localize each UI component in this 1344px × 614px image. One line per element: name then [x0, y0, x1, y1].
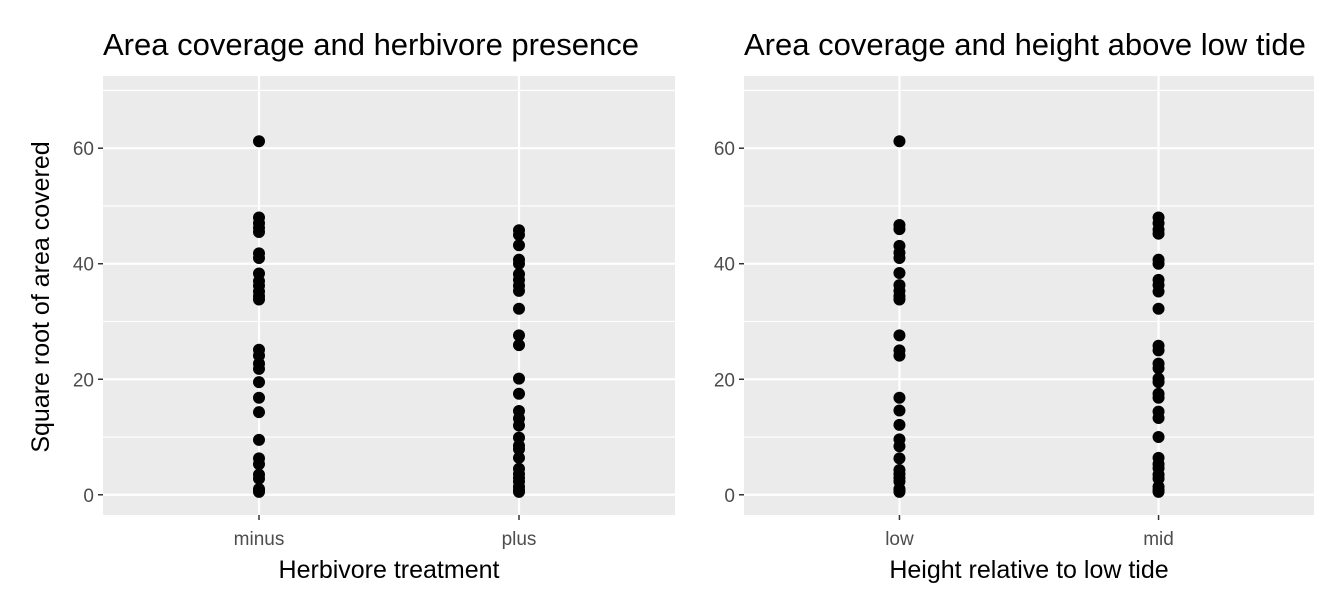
point-height: [893, 349, 906, 362]
point-height: [893, 485, 906, 498]
point-height: [893, 266, 906, 279]
point-height: [1152, 391, 1165, 404]
y-tick-label: 0: [724, 486, 735, 507]
point-herbivore: [253, 135, 265, 148]
point-herbivore: [253, 376, 265, 389]
y-tick-label: 40: [73, 255, 94, 276]
x-tick-label: low: [885, 529, 914, 550]
point-height: [1152, 362, 1165, 375]
point-herbivore: [513, 239, 525, 252]
point-height: [1152, 431, 1165, 444]
point-herbivore: [253, 472, 265, 485]
point-herbivore: [513, 387, 525, 400]
point-herbivore: [513, 302, 525, 315]
point-herbivore: [513, 485, 525, 498]
y-tick-label: 60: [73, 139, 94, 160]
point-height: [893, 251, 906, 264]
point-height: [893, 293, 906, 306]
point-herbivore: [513, 329, 525, 342]
point-herbivore: [253, 391, 265, 404]
point-herbivore: [513, 257, 525, 270]
point-herbivore: [253, 458, 265, 471]
point-height: [1152, 302, 1165, 315]
x-tick-label: mid: [1143, 529, 1174, 550]
point-herbivore: [513, 228, 525, 241]
point-height: [1152, 285, 1165, 298]
point-height: [893, 440, 906, 453]
point-herbivore: [253, 293, 265, 306]
y-tick-label: 60: [714, 139, 735, 160]
point-height: [1152, 344, 1165, 357]
point-height: [893, 223, 906, 236]
y-tick-label: 20: [73, 370, 94, 391]
chart-panel-height: 0 20 40 60 low mid Height relative to low tide: [714, 76, 1314, 584]
point-height: [893, 452, 906, 465]
point-height: [1152, 376, 1165, 389]
point-height: [893, 404, 906, 417]
point-herbivore: [253, 406, 265, 419]
point-herbivore: [513, 419, 525, 432]
point-herbivore: [513, 451, 525, 464]
point-herbivore: [253, 362, 265, 375]
point-herbivore: [513, 372, 525, 385]
point-herbivore: [253, 251, 265, 264]
point-height: [1152, 257, 1165, 270]
x-tick-label: minus: [234, 529, 285, 550]
point-herbivore: [253, 225, 265, 238]
point-height: [893, 135, 906, 148]
chart-title-herbivore: Area coverage and herbivore presence: [103, 27, 639, 62]
point-height: [893, 391, 906, 404]
point-height: [1152, 227, 1165, 240]
x-tick-label: plus: [502, 529, 537, 550]
point-height: [893, 418, 906, 431]
point-herbivore: [513, 443, 525, 456]
panel-background: [103, 76, 675, 515]
point-herbivore: [253, 485, 265, 498]
panel-background: [744, 76, 1314, 515]
y-tick-label: 0: [83, 486, 94, 507]
point-height: [1152, 411, 1165, 424]
point-herbivore: [513, 284, 525, 297]
y-tick-label: 40: [714, 255, 735, 276]
y-tick-label: 20: [714, 370, 735, 391]
y-axis-title: Square root of area covered: [27, 141, 55, 452]
x-axis-title: Herbivore treatment: [279, 556, 500, 584]
point-height: [893, 329, 906, 342]
x-axis-title: Height relative to low tide: [889, 556, 1168, 584]
point-herbivore: [513, 339, 525, 352]
point-herbivore: [253, 433, 265, 446]
chart-title-height: Area coverage and height above low tide: [744, 27, 1306, 62]
point-height: [1152, 485, 1165, 498]
